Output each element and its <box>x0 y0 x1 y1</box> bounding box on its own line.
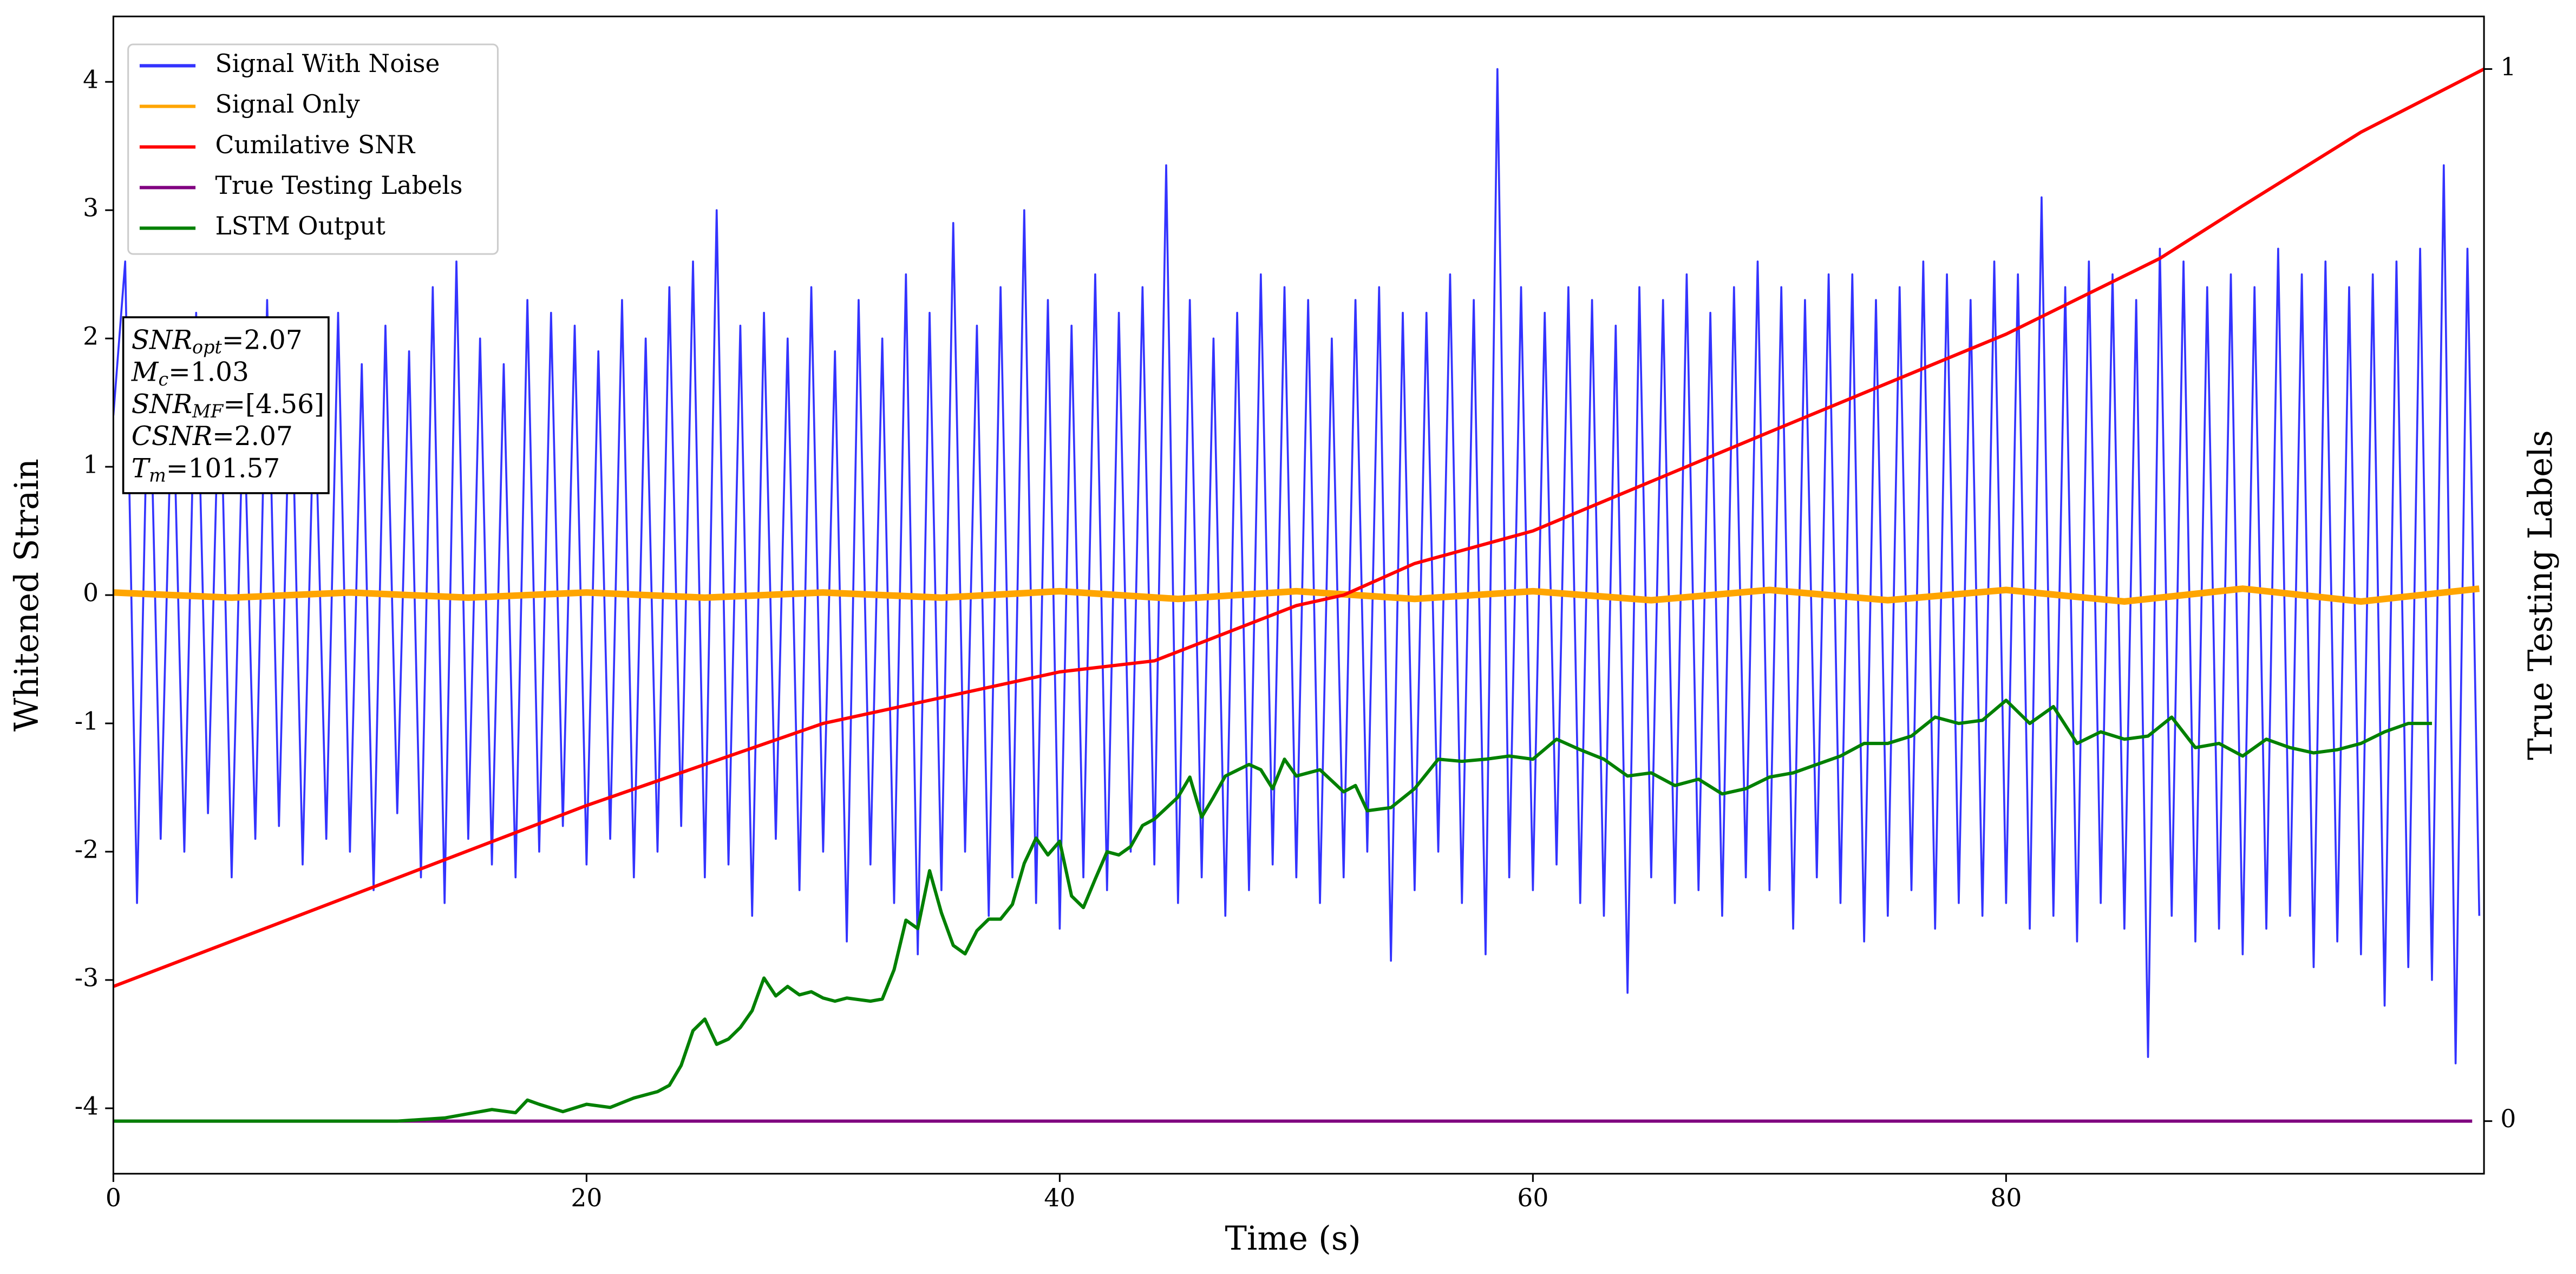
legend-label: Signal Only <box>215 90 360 119</box>
legend: Signal With Noise Signal Only Cumilative S… <box>127 43 499 255</box>
annotation-subscript: MF <box>192 401 224 422</box>
y-tick-label: -1 <box>75 707 99 736</box>
y-tick-label: 3 <box>83 194 99 223</box>
x-tick-label: 60 <box>1517 1184 1548 1212</box>
annotation-subscript: opt <box>192 337 222 358</box>
annotation-line: SNRMF=[4.56] <box>132 389 324 422</box>
annotation-frame <box>122 316 330 494</box>
y-tick-label: 0 <box>83 579 99 607</box>
annotation-line: Mc=1.03 <box>131 357 249 390</box>
legend-label: True Testing Labels <box>215 171 463 200</box>
annotation-subscript: m <box>149 465 166 486</box>
legend-label: Cumilative SNR <box>215 130 416 159</box>
annotation-value: =[4.56] <box>223 389 324 419</box>
annotation-value: =1.03 <box>168 357 249 387</box>
series-line <box>113 698 2432 1123</box>
annotation-symbol: M <box>131 357 159 387</box>
annotation-symbol: SNR <box>132 325 192 355</box>
annotation-value: =2.07 <box>222 325 303 355</box>
y-tick-label: -2 <box>75 835 99 864</box>
x-tick-label: 20 <box>571 1184 602 1212</box>
x-tick-label: 80 <box>1990 1184 2022 1212</box>
y2-tick-label: 1 <box>2500 53 2516 81</box>
annotation-symbol: CSNR <box>132 421 212 452</box>
y-tick-label: -3 <box>75 963 99 992</box>
annotation-symbol: T <box>132 453 151 484</box>
series-line <box>113 67 2485 988</box>
y-tick-label: 4 <box>83 66 99 94</box>
y-tick-label: -4 <box>75 1092 99 1120</box>
y-tick-label: 2 <box>83 322 99 351</box>
plot-area <box>113 67 2485 1123</box>
annotation-box: SNRopt=2.07Mc=1.03SNRMF=[4.56]CSNR=2.07T… <box>122 316 330 494</box>
annotation-symbol: SNR <box>132 389 192 419</box>
series-line <box>113 585 2480 605</box>
annotation-line: SNRopt=2.07 <box>132 325 303 358</box>
y-axis-label: Whitened Strain <box>8 459 46 731</box>
annotation-value: =101.57 <box>166 453 280 484</box>
legend-label: Signal With Noise <box>215 49 440 78</box>
y2-axis-label: True Testing Labels <box>2522 430 2560 760</box>
x-tick-label: 40 <box>1044 1184 1075 1212</box>
x-tick-label: 0 <box>106 1184 121 1212</box>
annotation-line: Tm=101.57 <box>132 453 280 486</box>
y-tick-label: 1 <box>83 450 99 479</box>
y2-tick-label: 0 <box>2500 1105 2516 1133</box>
series-line <box>113 68 2481 1064</box>
annotation-value: =2.07 <box>212 421 293 452</box>
x-axis-label: Time (s) <box>1225 1220 1361 1258</box>
legend-box <box>127 43 499 255</box>
legend-label: LSTM Output <box>215 212 385 240</box>
annotation-subscript: c <box>158 369 168 390</box>
annotation-line: CSNR=2.07 <box>132 421 293 452</box>
